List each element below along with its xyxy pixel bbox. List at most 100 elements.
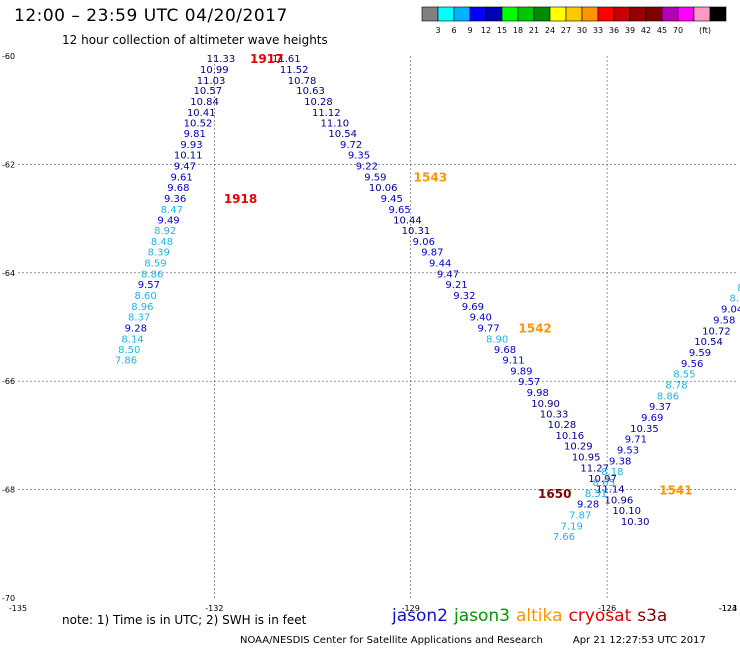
color-tick-label: 6	[451, 26, 456, 35]
wave-height-point: 10.63	[296, 86, 325, 97]
color-tick-label: 24	[545, 26, 555, 35]
wave-height-point: 8.96	[131, 302, 153, 313]
wave-height-point: 9.40	[470, 313, 492, 324]
wave-height-point: 8.51	[585, 489, 607, 500]
color-tick-label: 21	[529, 26, 539, 35]
footer: NOAA/NESDIS Center for Satellite Applica…	[240, 635, 706, 646]
wave-height-point: 9.56	[681, 359, 703, 370]
wave-height-point: 9.21	[445, 280, 467, 291]
wave-height-point: 7.66	[553, 532, 575, 543]
wave-height-point: 9.04	[721, 305, 740, 316]
pass-time-label: 1918	[224, 192, 257, 206]
wave-height-point: 10.96	[605, 495, 634, 506]
color-swatch	[709, 6, 727, 22]
wave-height-point: 9.47	[174, 161, 196, 172]
pass-time-label: 1542	[518, 322, 551, 336]
wave-height-point: 9.36	[164, 194, 186, 205]
wave-height-point: 9.37	[649, 402, 671, 413]
wave-height-point: 8.90	[486, 334, 508, 345]
wave-height-point: 8.57	[729, 294, 740, 305]
wave-height-point: 10.90	[531, 399, 560, 410]
legend-cryosat: cryosat	[568, 606, 632, 626]
wave-height-point: 11.33	[207, 54, 236, 65]
wave-height-point: 9.69	[641, 413, 663, 424]
wave-height-point: 9.68	[167, 183, 189, 194]
wave-height-point: 8.55	[673, 370, 695, 381]
x-tick-label: -123	[719, 604, 737, 613]
pass-time-label: 1917	[250, 52, 283, 66]
x-tick-label: -126	[598, 604, 616, 613]
x-tick-label: -132	[205, 604, 223, 613]
color-tick-label: 15	[497, 26, 507, 35]
y-tick-label: -66	[2, 377, 15, 386]
wave-height-point: 9.47	[437, 269, 459, 280]
wave-height-point: 10.95	[572, 453, 601, 464]
wave-height-point: 8.48	[151, 237, 173, 248]
wave-height-point: 11.61	[272, 54, 301, 65]
wave-height-point: 8.60	[135, 291, 157, 302]
wave-height-point: 9.69	[462, 302, 484, 313]
legend-s3a: s3a	[637, 606, 668, 626]
wave-height-point: 9.93	[180, 140, 202, 151]
wave-height-point: 10.31	[402, 226, 431, 237]
color-tick-label: 27	[561, 26, 571, 35]
wave-height-point: 9.44	[429, 259, 451, 270]
legend-jason3: jason3	[454, 606, 510, 626]
wave-height-point: 9.59	[689, 348, 711, 359]
wave-height-point: 9.71	[625, 435, 647, 446]
footer-timestamp: Apr 21 12:27:53 UTC 2017	[572, 635, 706, 646]
color-tick-label: 12	[481, 26, 491, 35]
wave-height-point: 10.28	[304, 97, 333, 108]
color-tick-label: 9	[467, 26, 472, 35]
y-tick-label: -60	[2, 52, 15, 61]
wave-height-point: 8.88	[737, 283, 740, 294]
pass-time-label: 1541	[659, 484, 692, 498]
footer-credit: NOAA/NESDIS Center for Satellite Applica…	[240, 635, 543, 646]
color-tick-label: 33	[593, 26, 603, 35]
wave-height-point: 9.89	[510, 366, 532, 377]
wave-height-point: 11.03	[197, 76, 226, 87]
y-tick-label: -62	[2, 160, 15, 169]
wave-height-point: 9.57	[518, 377, 540, 388]
wave-height-point: 9.32	[453, 291, 475, 302]
y-tick-label: -68	[2, 486, 15, 495]
wave-height-point: 9.06	[413, 237, 435, 248]
chart-note: note: 1) Time is in UTC; 2) SWH is in fe…	[62, 613, 307, 627]
color-scale-legend: 3 6 9 12 15 18 21 24 27 30 33 36 39 42 45 70 (ft)	[421, 6, 727, 35]
wave-height-point: 9.58	[713, 315, 735, 326]
wave-height-point: 10.06	[369, 183, 398, 194]
wave-height-point: 9.38	[609, 456, 631, 467]
wave-height-point: 10.99	[200, 65, 229, 76]
wave-height-point: 10.28	[548, 420, 577, 431]
legend-altika: altika	[516, 606, 563, 626]
wave-height-point: 10.11	[174, 151, 203, 162]
wave-height-point: 11.27	[580, 463, 609, 474]
wave-height-point: 9.57	[138, 280, 160, 291]
wave-height-point: 9.87	[421, 248, 443, 259]
color-tick-label: 3	[435, 26, 440, 35]
color-tick-label: 30	[577, 26, 587, 35]
wave-height-point: 10.16	[555, 431, 584, 442]
y-tick-label: -70	[2, 594, 15, 603]
pass-time-label: 1543	[414, 170, 447, 184]
wave-height-point: 10.30	[621, 517, 650, 528]
wave-height-point: 9.49	[157, 216, 179, 227]
color-tick-label: 36	[609, 26, 619, 35]
wave-height-point: 11.12	[312, 108, 341, 119]
wave-height-point: 8.86	[657, 391, 679, 402]
wave-height-point: 10.54	[694, 337, 723, 348]
pass-time-label: 1650	[538, 487, 571, 501]
wave-height-point: 9.81	[184, 129, 206, 140]
color-tick-label: 42	[641, 26, 651, 35]
wave-height-point: 9.28	[577, 500, 599, 511]
wave-height-point: 9.65	[388, 205, 410, 216]
wave-height-point: 8.14	[121, 334, 143, 345]
wave-height-point: 9.53	[617, 445, 639, 456]
wave-height-point: 9.11	[502, 356, 524, 367]
wave-height-point: 7.19	[561, 521, 583, 532]
wave-height-point: 8.39	[148, 248, 170, 259]
wave-height-point: 9.72	[340, 140, 362, 151]
chart-title: 12:00 – 23:59 UTC 04/20/2017	[14, 6, 288, 26]
wave-height-point: 9.59	[364, 172, 386, 183]
